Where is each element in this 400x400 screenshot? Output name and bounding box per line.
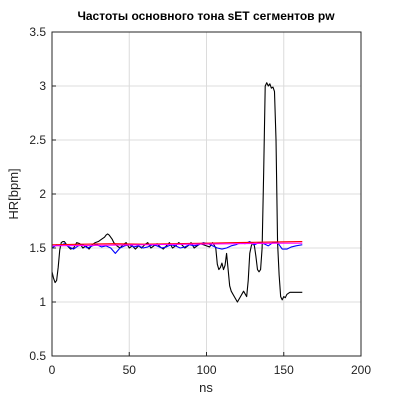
x-tick-label: 150 bbox=[274, 363, 294, 377]
x-axis-label: ns bbox=[199, 380, 213, 395]
y-tick-label: 3.5 bbox=[29, 25, 46, 39]
x-tick-label: 200 bbox=[351, 363, 371, 377]
series-line-1 bbox=[51, 82, 303, 303]
x-tick-label: 0 bbox=[49, 363, 56, 377]
x-tick-label: 100 bbox=[196, 363, 216, 377]
series-line-4 bbox=[51, 242, 303, 247]
y-tick-label: 2 bbox=[39, 187, 46, 201]
y-tick-label: 2.5 bbox=[29, 133, 46, 147]
series-group bbox=[51, 82, 303, 303]
y-axis-label: HR[bpm] bbox=[6, 168, 21, 219]
series-line-3 bbox=[51, 240, 303, 246]
y-tick-label: 0.5 bbox=[29, 349, 46, 363]
ticks: 0 50 100 150 200 0.5 1 1.5 2 2.5 3 3.5 bbox=[29, 25, 371, 377]
x-tick-label: 50 bbox=[123, 363, 137, 377]
y-tick-label: 3 bbox=[39, 79, 46, 93]
y-tick-label: 1 bbox=[39, 295, 46, 309]
chart-title: Частоты основного тона sET сегментов pw bbox=[77, 9, 335, 23]
y-tick-label: 1.5 bbox=[29, 241, 46, 255]
